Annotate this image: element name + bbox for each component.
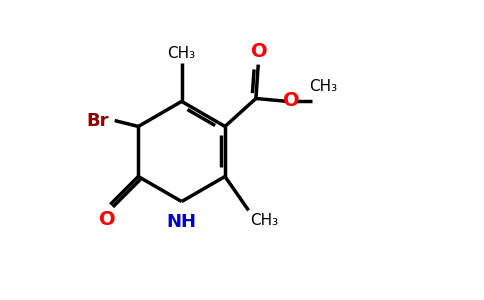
Text: O: O xyxy=(283,91,300,110)
Text: O: O xyxy=(251,42,267,61)
Text: CH₃: CH₃ xyxy=(167,46,196,61)
Text: Br: Br xyxy=(86,112,109,130)
Text: O: O xyxy=(99,210,116,230)
Text: NH: NH xyxy=(166,213,197,231)
Text: CH₃: CH₃ xyxy=(250,213,278,228)
Text: CH₃: CH₃ xyxy=(310,79,338,94)
